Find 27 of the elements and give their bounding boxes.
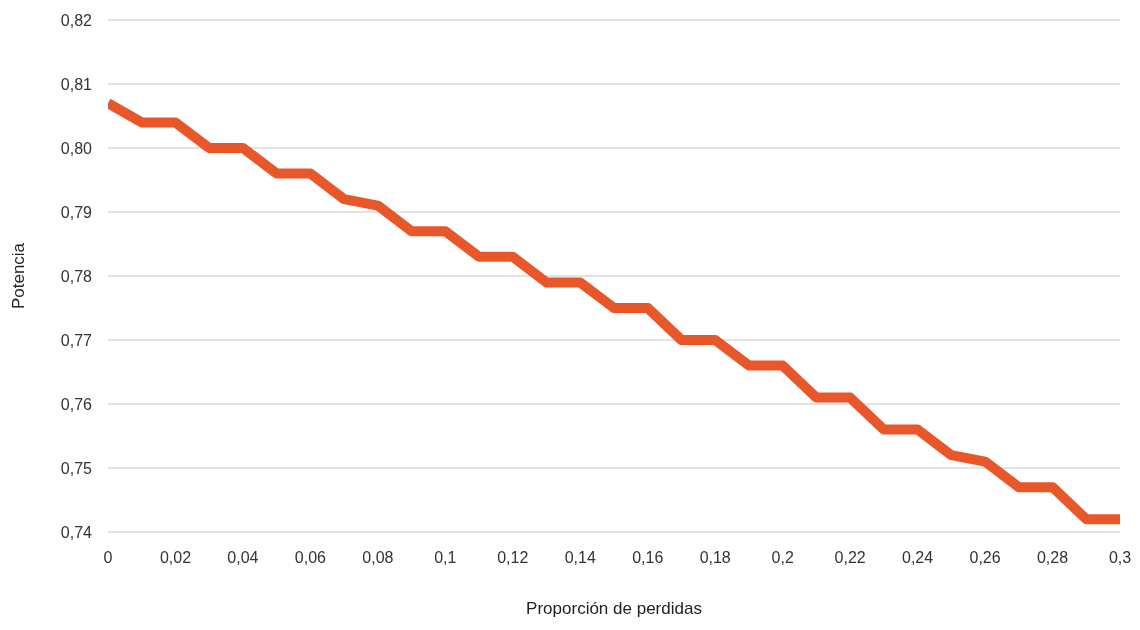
x-tick-label: 0,04: [227, 549, 259, 567]
y-tick-label: 0,74: [60, 523, 93, 541]
x-tick-label: 0: [103, 549, 113, 567]
y-tick-label: 0,75: [60, 459, 93, 477]
x-tick-label: 0,14: [564, 549, 596, 567]
x-tick-label: 0,22: [834, 549, 866, 567]
x-tick-label: 0,3: [1108, 549, 1132, 567]
y-tick-label: 0,81: [60, 75, 93, 93]
x-tick-label: 0,12: [497, 549, 529, 567]
y-tick-label: 0,77: [60, 331, 93, 349]
y-axis-title: Potencia: [9, 242, 29, 310]
y-tick-label: 0,80: [60, 139, 93, 157]
x-tick-label: 0,16: [632, 549, 664, 567]
x-tick-label: 0,2: [771, 549, 794, 567]
x-tick-label: 0,28: [1036, 549, 1069, 567]
x-tick-label: 0,08: [362, 549, 394, 567]
y-tick-label: 0,82: [60, 11, 93, 29]
x-tick-label: 0,06: [294, 549, 327, 567]
x-axis-title: Proporción de perdidas: [526, 599, 702, 618]
y-tick-label: 0,76: [60, 395, 93, 413]
x-tick-label: 0,1: [434, 549, 457, 567]
x-tick-label: 0,18: [699, 549, 731, 567]
x-tick-label: 0,24: [902, 549, 934, 567]
x-tick-label: 0,02: [159, 549, 192, 567]
y-tick-label: 0,79: [60, 203, 93, 221]
y-tick-label: 0,78: [60, 267, 93, 285]
x-tick-label: 0,26: [969, 549, 1001, 567]
